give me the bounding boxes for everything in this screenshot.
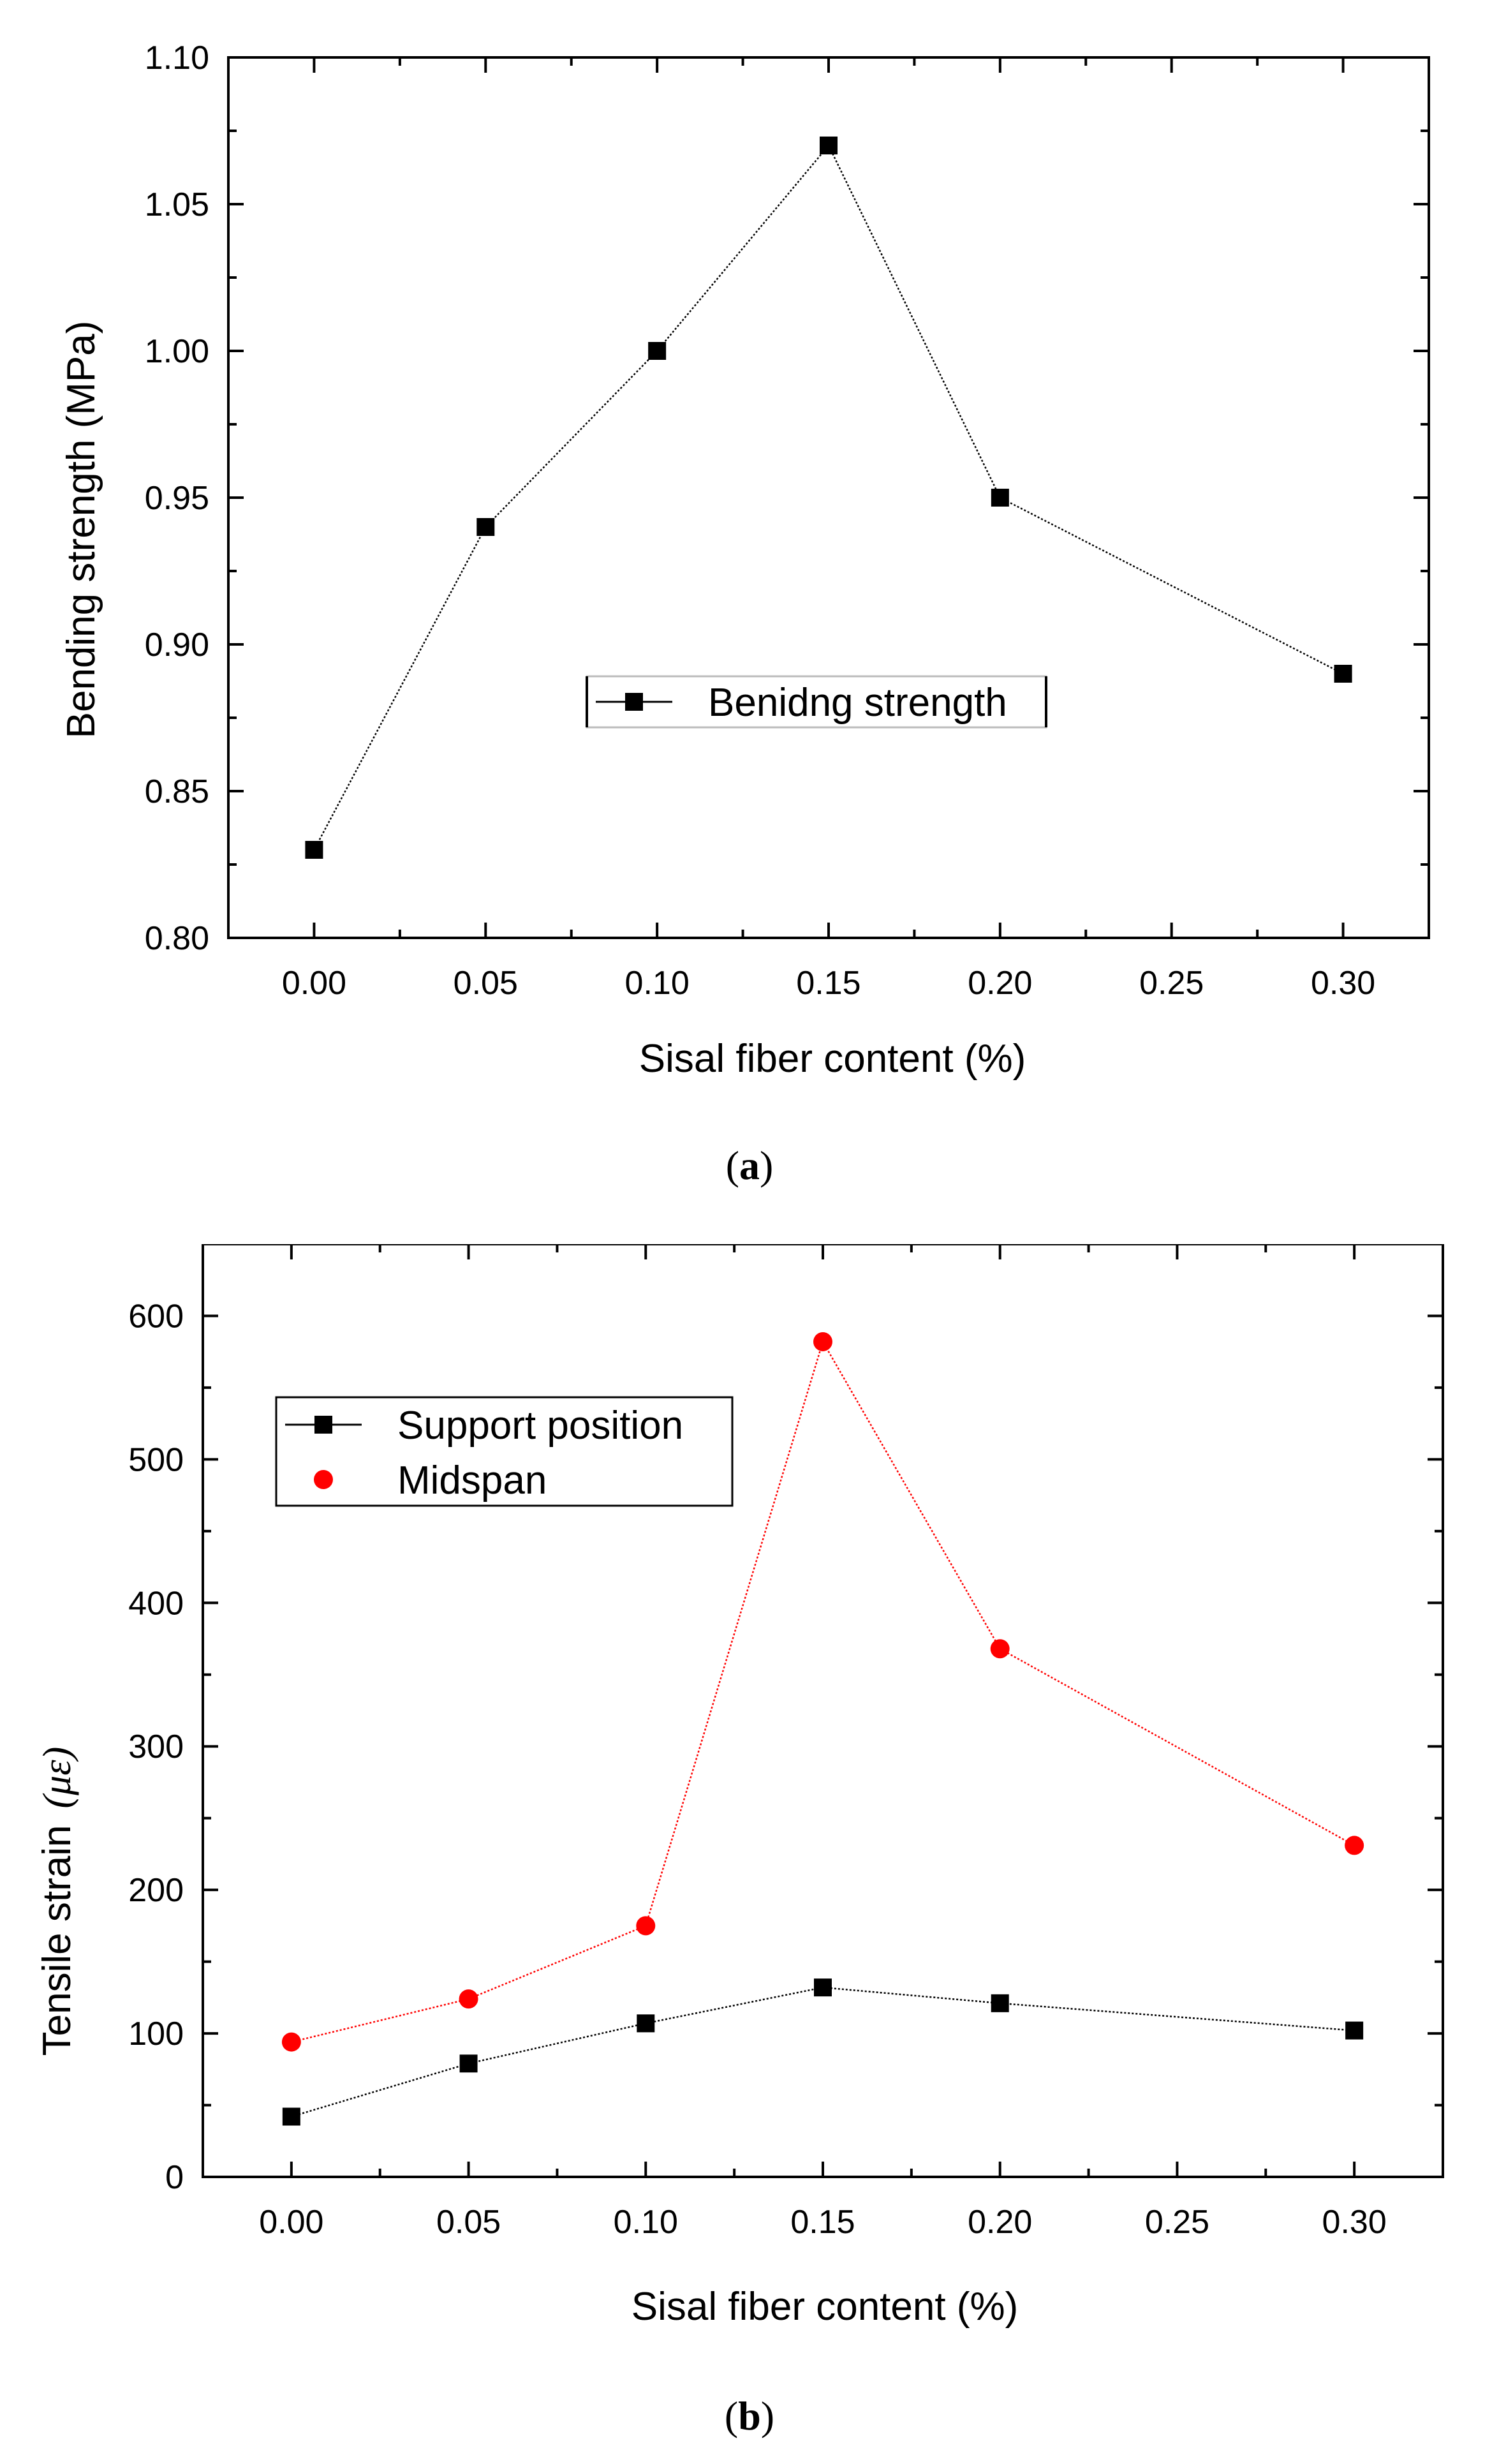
chart-b: 0.00 0.05 0.10 0.15 0.20 0.25 0.30 0 100 200 300 40… — [35, 1244, 1444, 2329]
x-tick-label: 0.30 — [1322, 2204, 1387, 2241]
data-point-circle — [990, 1639, 1010, 1659]
x-tick-label: 0.25 — [1145, 2204, 1209, 2241]
legend-box — [275, 1396, 734, 1507]
y-tick-label: 300 — [128, 1728, 184, 1765]
data-point-square — [305, 841, 323, 859]
x-axis-title-a: Sisal fiber content (%) — [639, 1037, 1026, 1081]
x-tick-label: 0.05 — [436, 2204, 501, 2241]
y-tick-label: 200 — [128, 1872, 184, 1909]
legend-label: Benidng strength — [708, 681, 1007, 725]
y-axis-title-b-unit: (με) — [36, 1747, 79, 1809]
data-point-square — [282, 2107, 300, 2126]
data-point-square — [476, 518, 495, 536]
data-point-circle — [459, 1989, 478, 2009]
y-axis-title-b-text: Tensile strain — [35, 1825, 79, 2056]
data-point-square — [820, 137, 838, 154]
data-point-square — [637, 2014, 655, 2033]
y-tick-label: 0 — [165, 2159, 184, 2196]
caption-a-label: a — [739, 1143, 760, 1188]
y-tick-label: 600 — [128, 1298, 184, 1335]
y-tick-label: 1.10 — [145, 40, 209, 77]
svg-text:Tensile strain(με): Tensile strain (με) — [35, 1747, 79, 2056]
x-tick-label: 0.20 — [968, 965, 1032, 1002]
legend-marker-circle — [314, 1470, 333, 1489]
data-point-square — [648, 342, 667, 360]
x-tick-label: 0.15 — [796, 965, 860, 1002]
y-tick-label: 400 — [128, 1585, 184, 1622]
y-tick-label: 500 — [128, 1441, 184, 1478]
x-tick-label: 0.10 — [614, 2204, 678, 2241]
legend-marker-square — [314, 1416, 332, 1434]
y-tick-label: 1.05 — [145, 186, 209, 223]
x-tick-label: 0.25 — [1139, 965, 1204, 1002]
x-tick-label: 0.00 — [259, 2204, 323, 2241]
y-tick-label: 0.90 — [145, 627, 209, 664]
data-point-circle — [813, 1332, 832, 1351]
data-point-circle — [281, 2032, 301, 2052]
chart-a: 0.00 0.05 0.10 0.15 0.20 0.25 0.30 0.80 0.85 0.90… — [59, 40, 1430, 1081]
legend-label: Midspan — [397, 1458, 547, 1503]
y-tick-label: 1.00 — [145, 333, 209, 370]
data-point-circle — [1345, 1836, 1364, 1855]
data-point-square — [991, 489, 1009, 507]
figure-a: 0.00 0.05 0.10 0.15 0.20 0.25 0.30 0.80 0.85 0.90… — [0, 0, 1499, 1188]
data-point-square — [1334, 665, 1352, 683]
series-line — [313, 144, 1344, 850]
y-tick-label: 100 — [128, 2015, 184, 2052]
y-tick-label: 0.95 — [145, 480, 209, 517]
data-point-square — [991, 1994, 1009, 2012]
plot-frame — [227, 56, 1430, 939]
x-tick-label: 0.15 — [790, 2204, 855, 2241]
x-tick-label: 0.30 — [1311, 965, 1375, 1002]
x-axis-title-b: Sisal fiber content (%) — [631, 2285, 1018, 2329]
caption-b: (b) — [724, 2393, 775, 2438]
series-line — [291, 1986, 1355, 2118]
x-tick-label: 0.05 — [454, 965, 518, 1002]
plot-frame — [202, 1244, 1444, 2178]
y-tick-label: 0.85 — [145, 773, 209, 810]
x-tick-label: 0.10 — [625, 965, 690, 1002]
series-line — [291, 1339, 1355, 2043]
figure-b: 0.00 0.05 0.10 0.15 0.20 0.25 0.30 0 100 200 300 40… — [0, 1244, 1499, 2464]
caption-a: (a) — [725, 1143, 774, 1188]
y-axis-title-b: Tensile strain (με) — [35, 1747, 79, 2056]
legend-marker-square — [625, 693, 643, 711]
data-point-square — [459, 2054, 478, 2073]
data-point-square — [814, 1978, 832, 1997]
y-axis-title-a: Bending strength (MPa) — [59, 321, 103, 739]
x-tick-label: 0.00 — [282, 965, 346, 1002]
data-point-circle — [636, 1916, 656, 1936]
x-tick-label: 0.20 — [968, 2204, 1032, 2241]
caption-b-label: b — [738, 2393, 761, 2438]
y-tick-label: 0.80 — [145, 920, 209, 957]
legend-label: Support position — [397, 1404, 683, 1448]
data-point-square — [1345, 2021, 1364, 2040]
